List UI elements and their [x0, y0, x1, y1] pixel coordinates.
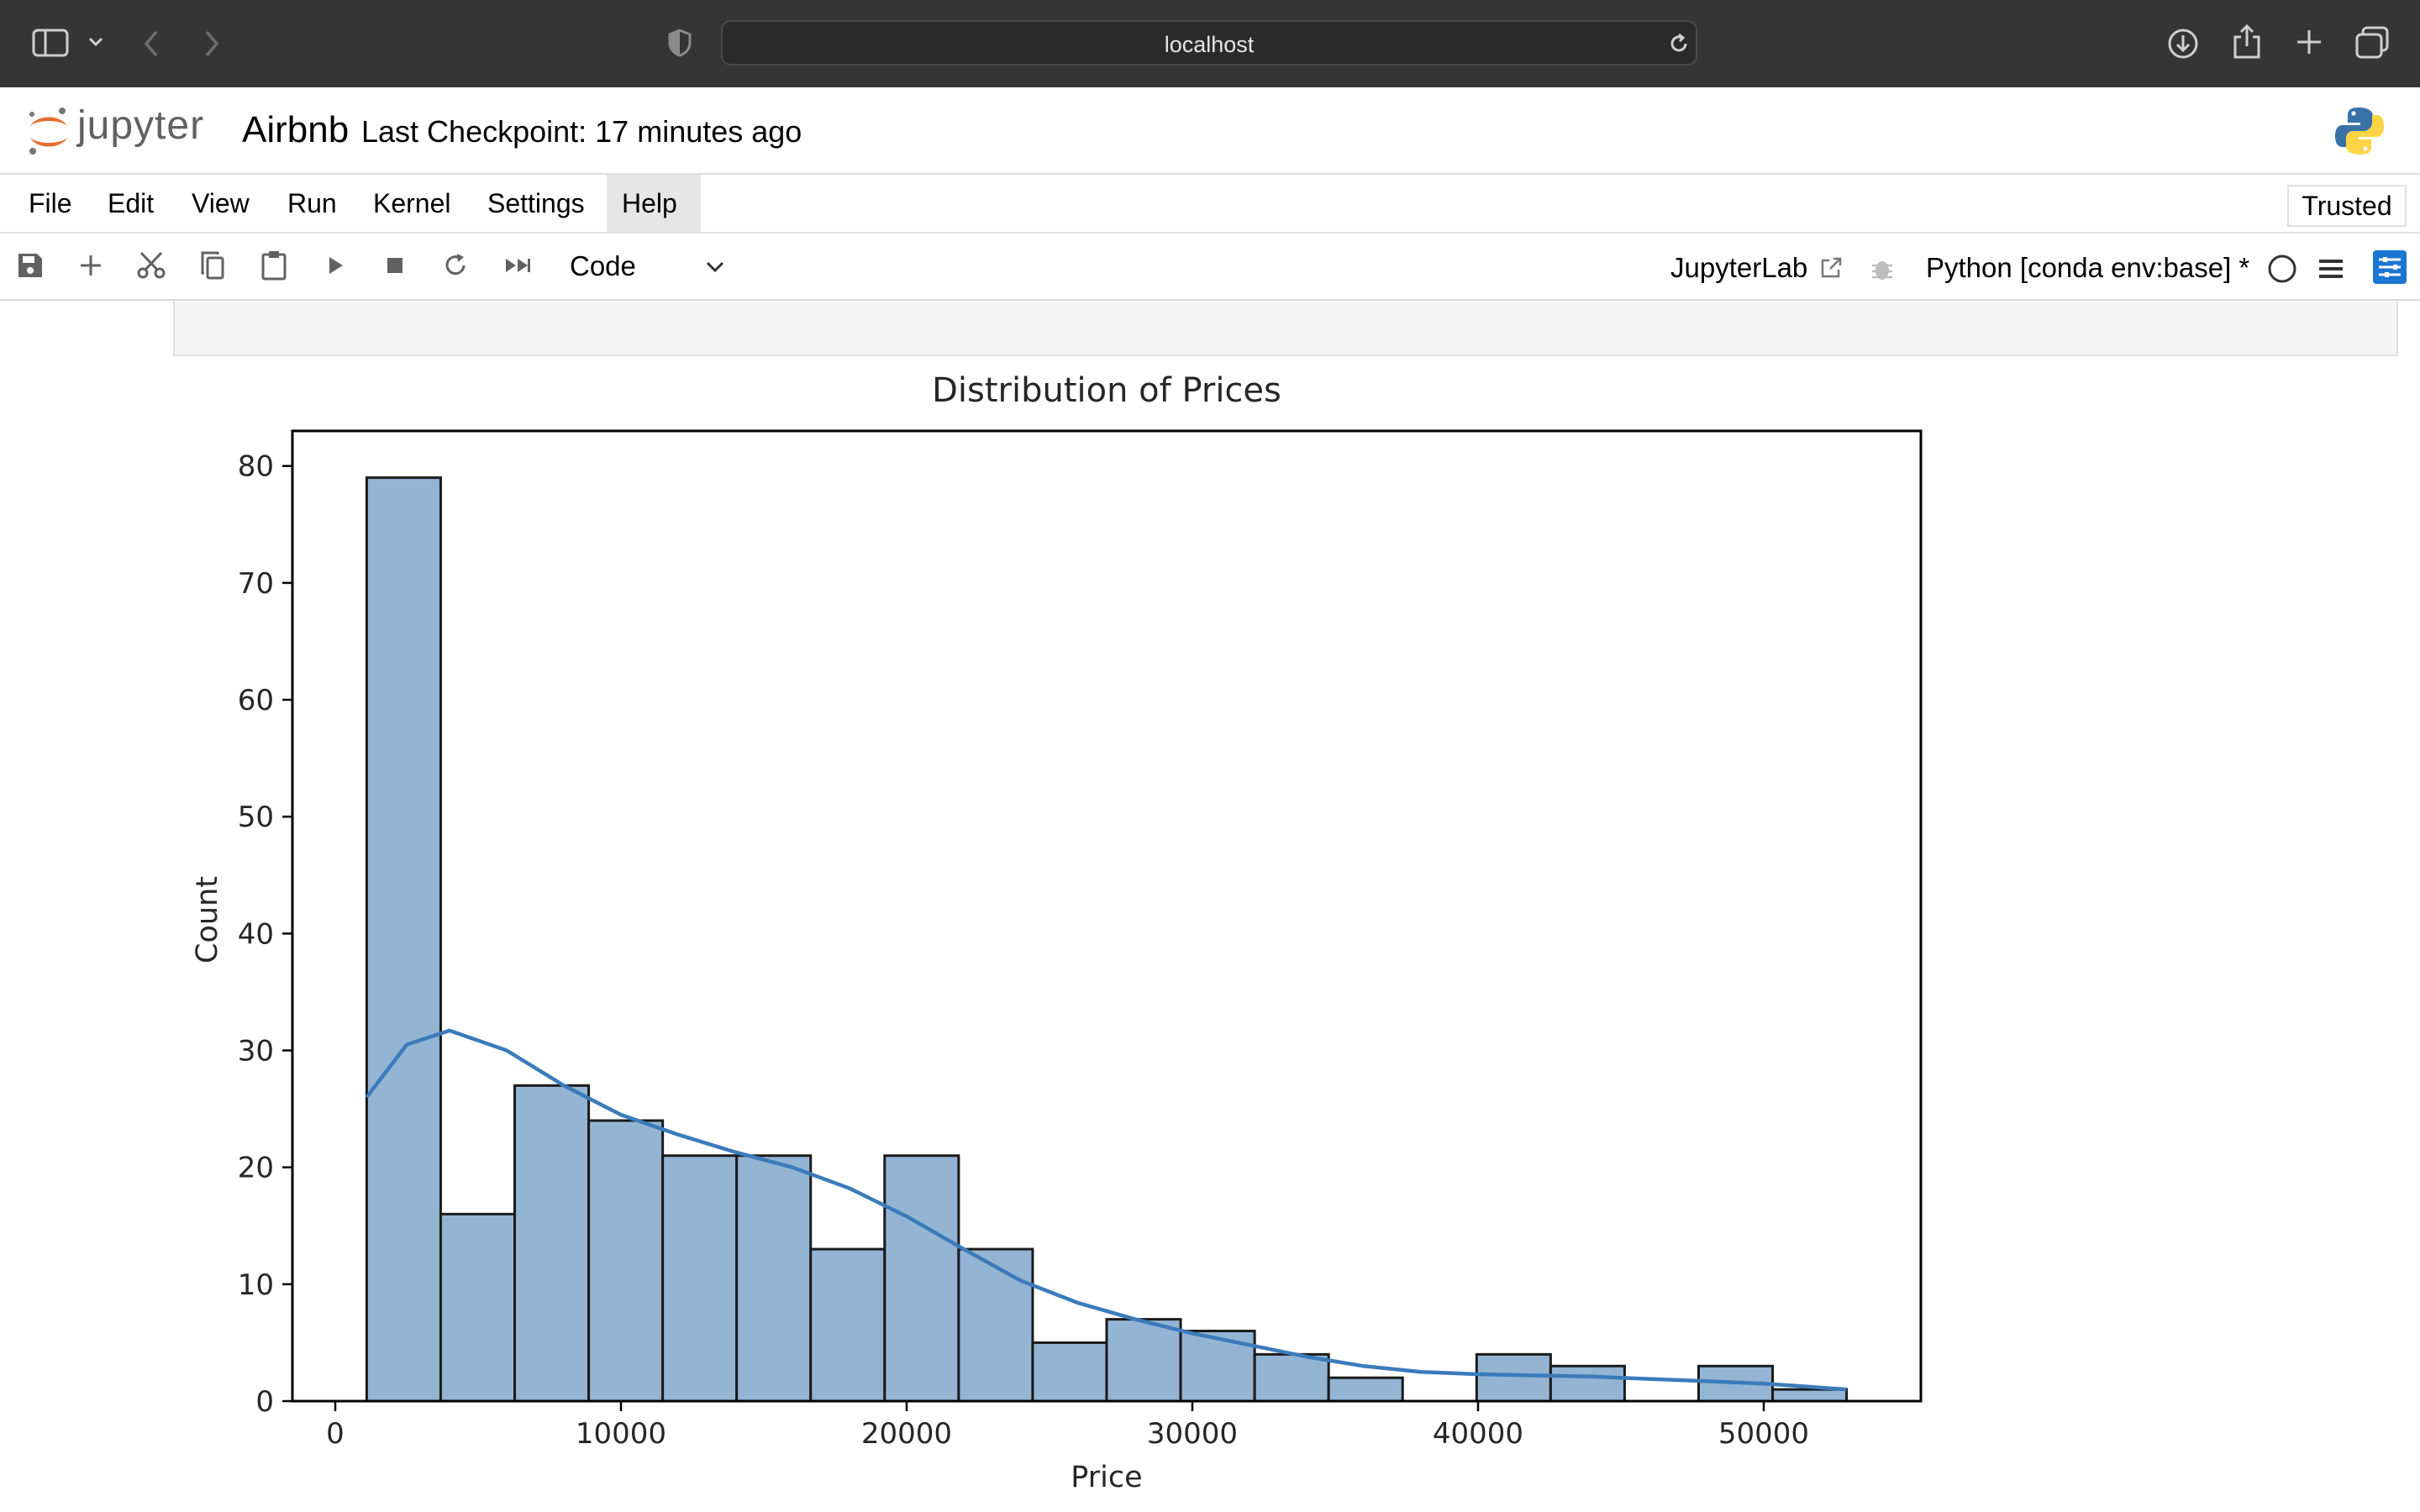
plot-frame [291, 429, 1923, 1403]
histogram-bar-7 [883, 1154, 960, 1403]
new-tab-icon[interactable] [2294, 27, 2324, 57]
list-icon[interactable] [2314, 252, 2348, 286]
x-tick-label-1: 10000 [576, 1417, 666, 1451]
y-tick-label-3: 30 [238, 1035, 274, 1068]
menu-run[interactable]: Run [287, 188, 337, 218]
histogram-bar-1 [439, 1212, 517, 1403]
paste-icon[interactable] [255, 247, 292, 284]
notebook-header: jupyter Airbnb Last Checkpoint: 17 minut… [0, 87, 2420, 175]
fast-forward-icon[interactable] [499, 247, 536, 284]
x-axis-label: Price [1071, 1461, 1142, 1494]
browser-toolbar: localhost [0, 0, 2420, 87]
copy-icon[interactable] [195, 247, 232, 284]
menu-file[interactable]: File [29, 188, 72, 218]
x-tick-label-4: 40000 [1433, 1417, 1523, 1451]
jupyter-wordmark: jupyter [77, 103, 205, 148]
jupyter-logo-icon[interactable] [25, 104, 72, 158]
address-bar[interactable]: localhost [721, 20, 1697, 66]
y-tick-label-4: 40 [238, 917, 274, 951]
histogram-bar-19 [1771, 1388, 1849, 1403]
y-tick-label-1: 10 [238, 1268, 274, 1302]
menu-bar: File Edit View Run Kernel Settings Help … [0, 175, 2420, 234]
chevron-down-icon[interactable] [87, 35, 104, 49]
histogram-bar-8 [957, 1247, 1034, 1403]
x-tick-label-5: 50000 [1718, 1417, 1809, 1451]
histogram-bar-9 [1031, 1341, 1108, 1403]
histogram-bar-13 [1327, 1376, 1404, 1403]
y-tick-label-5: 50 [238, 801, 274, 834]
histogram-bar-5 [735, 1154, 813, 1403]
add-cell-icon[interactable] [72, 247, 109, 284]
code-cell-input[interactable] [173, 301, 2398, 356]
run-icon[interactable] [316, 247, 353, 284]
y-tick-label-0: 0 [255, 1385, 274, 1419]
menu-view[interactable]: View [192, 188, 250, 218]
privacy-shield-icon[interactable] [667, 28, 692, 58]
kernel-status-idle-icon [2268, 255, 2296, 283]
histogram-bar-12 [1253, 1352, 1330, 1403]
external-link-icon[interactable] [1818, 255, 1844, 281]
histogram-bar-10 [1105, 1318, 1182, 1403]
notebook-title[interactable]: Airbnb [242, 109, 350, 150]
histogram-output: Distribution of Prices Price Count 0 1000… [173, 361, 1971, 1512]
y-tick-label-8: 80 [238, 450, 274, 484]
y-tick-label-7: 70 [238, 567, 274, 601]
cut-icon[interactable] [133, 247, 170, 284]
y-tick-label-2: 20 [238, 1152, 274, 1185]
histogram-bar-0 [365, 476, 442, 1403]
kernel-name[interactable]: Python [conda env:base] * [1926, 252, 2250, 283]
open-jupyterlab-link[interactable]: JupyterLab [1670, 252, 1808, 283]
chart-title: Distribution of Prices [932, 371, 1281, 410]
histogram-bar-16 [1549, 1364, 1626, 1403]
tab-overview-icon[interactable] [2354, 25, 2390, 60]
menu-settings[interactable]: Settings [487, 188, 585, 218]
histogram-bar-11 [1179, 1330, 1256, 1403]
y-tick-label-6: 60 [238, 684, 274, 717]
trusted-indicator[interactable]: Trusted [2287, 185, 2407, 227]
histogram-bar-6 [809, 1247, 886, 1403]
reload-icon[interactable] [1667, 32, 1691, 55]
download-icon[interactable] [2166, 27, 2200, 60]
sidebar-toggle-icon[interactable] [32, 29, 69, 57]
x-tick-label-0: 0 [326, 1417, 345, 1451]
debugger-icon[interactable] [1867, 254, 1897, 284]
x-tick-label-2: 20000 [861, 1417, 952, 1451]
save-icon[interactable] [12, 247, 49, 284]
y-axis-label: Count [191, 876, 224, 963]
cell-type-select[interactable]: Code [570, 250, 636, 281]
forward-icon[interactable] [202, 29, 222, 59]
menu-edit[interactable]: Edit [108, 188, 155, 218]
histogram-bar-3 [587, 1119, 665, 1403]
menu-kernel[interactable]: Kernel [373, 188, 451, 218]
histogram-bar-4 [661, 1154, 739, 1403]
python-logo-icon [2335, 108, 2384, 155]
property-inspector-icon[interactable] [2371, 249, 2408, 286]
histogram-bar-15 [1475, 1352, 1552, 1403]
x-tick-label-3: 30000 [1147, 1417, 1238, 1451]
notebook-toolbar: Code JupyterLab Python [conda env:base] … [0, 234, 2420, 301]
kde-curve [365, 1028, 1847, 1392]
stop-icon[interactable] [376, 247, 413, 284]
histogram-bar-2 [513, 1084, 591, 1403]
share-icon[interactable] [2232, 24, 2262, 60]
chevron-down-icon[interactable] [704, 259, 726, 276]
restart-icon[interactable] [437, 247, 474, 284]
price-histogram-chart: Distribution of Prices Price Count 0 1000… [191, 371, 1923, 1494]
menu-help[interactable]: Help [607, 175, 701, 232]
back-icon[interactable] [141, 29, 161, 59]
address-text: localhost [1164, 32, 1255, 57]
last-checkpoint-label: Last Checkpoint: 17 minutes ago [361, 114, 802, 149]
